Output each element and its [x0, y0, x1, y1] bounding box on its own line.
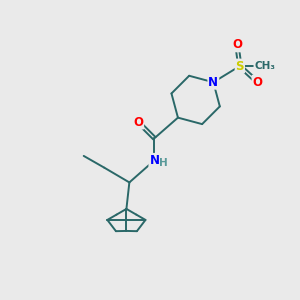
Text: S: S	[236, 60, 244, 73]
Text: O: O	[232, 38, 242, 51]
Text: H: H	[159, 158, 168, 168]
Text: O: O	[133, 116, 143, 129]
Text: N: N	[149, 154, 159, 167]
Text: CH₃: CH₃	[254, 61, 275, 71]
Text: N: N	[208, 76, 218, 89]
Text: O: O	[253, 76, 262, 89]
